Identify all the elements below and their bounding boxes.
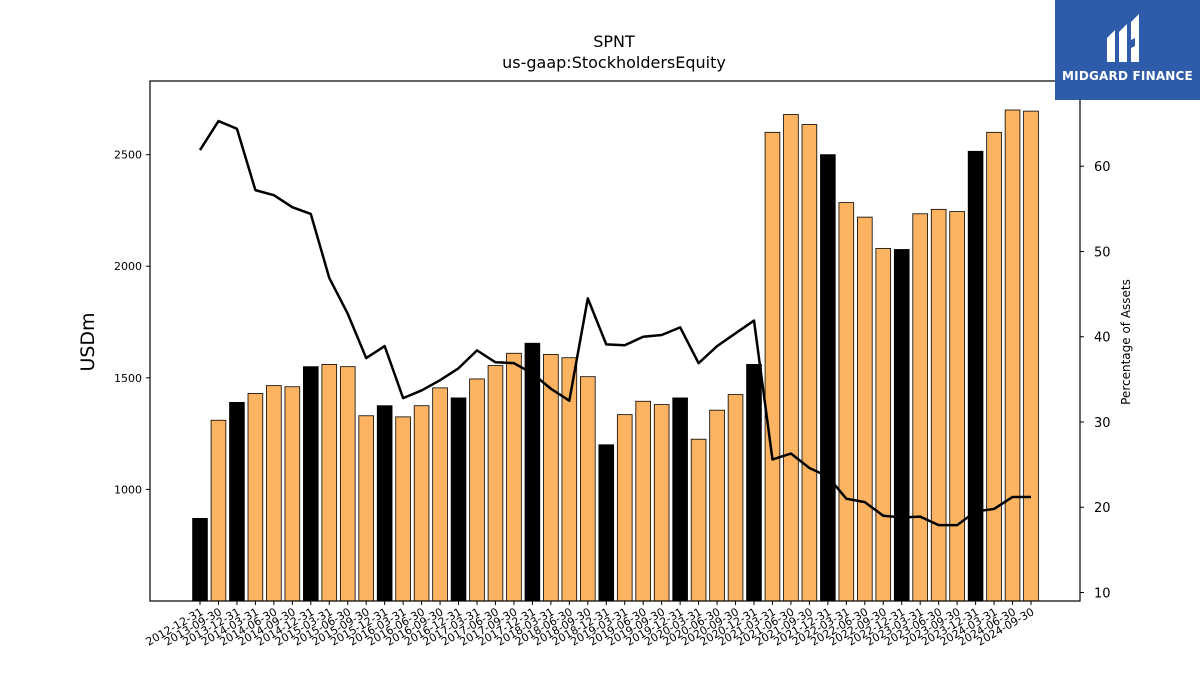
bar [949, 211, 965, 602]
bar [986, 131, 1002, 602]
bar [653, 404, 670, 602]
bar [395, 416, 411, 602]
y-axis-label: USDm [77, 312, 99, 371]
bar [413, 405, 430, 602]
y2-tick-label: 20 [1094, 501, 1111, 516]
bar [764, 131, 781, 602]
bar [229, 401, 245, 602]
bar [727, 394, 744, 602]
bar [893, 249, 910, 602]
bar [432, 387, 448, 602]
logo-text: MIDGARD FINANCE [1062, 69, 1193, 83]
bar [580, 376, 596, 602]
bar [616, 414, 633, 602]
bar [635, 400, 651, 602]
y-tick-label: 1000 [114, 483, 142, 496]
bar [247, 393, 264, 602]
bar [284, 386, 301, 602]
midgard-finance-logo: MIDGARD FINANCE [1055, 0, 1200, 100]
line-series [198, 119, 1031, 527]
bar [376, 405, 393, 602]
bar [450, 397, 467, 602]
bar [598, 444, 615, 602]
bar [912, 213, 928, 602]
bar [857, 216, 873, 602]
y2-axis-label: Percentage of Assets [1119, 279, 1133, 405]
bar [838, 202, 855, 602]
plot-frame [149, 80, 1081, 602]
bar [1023, 110, 1039, 602]
logo-mark-icon [1107, 14, 1139, 62]
bar [801, 124, 818, 602]
chart-title: SPNT [593, 32, 635, 51]
bar [303, 366, 319, 602]
y2-tick-label: 50 [1094, 245, 1111, 260]
y2-tick-label: 10 [1094, 586, 1111, 601]
bar [192, 518, 208, 602]
bar [469, 378, 485, 602]
bar [506, 352, 522, 602]
bar [709, 409, 725, 602]
bar [358, 415, 374, 602]
bar [321, 364, 338, 602]
bar [967, 150, 984, 602]
y-tick-label: 1500 [114, 372, 142, 385]
bar [930, 208, 947, 602]
chart-subtitle: us-gaap:StockholdersEquity [502, 53, 726, 72]
bar [672, 397, 688, 602]
y2-tick-label: 30 [1094, 416, 1111, 431]
bar [875, 247, 892, 602]
bar [820, 154, 836, 602]
y2-tick-label: 60 [1094, 160, 1111, 175]
bar [746, 364, 762, 602]
bar [690, 438, 707, 602]
y-tick-label: 2500 [114, 149, 142, 162]
bar [339, 366, 356, 602]
bar [210, 419, 227, 602]
y2-tick-label: 40 [1094, 331, 1111, 346]
bar [783, 114, 799, 602]
bar [524, 342, 541, 602]
y-tick-label: 2000 [114, 260, 142, 273]
bar [266, 385, 282, 602]
bar [1004, 109, 1021, 602]
bar [487, 365, 504, 602]
